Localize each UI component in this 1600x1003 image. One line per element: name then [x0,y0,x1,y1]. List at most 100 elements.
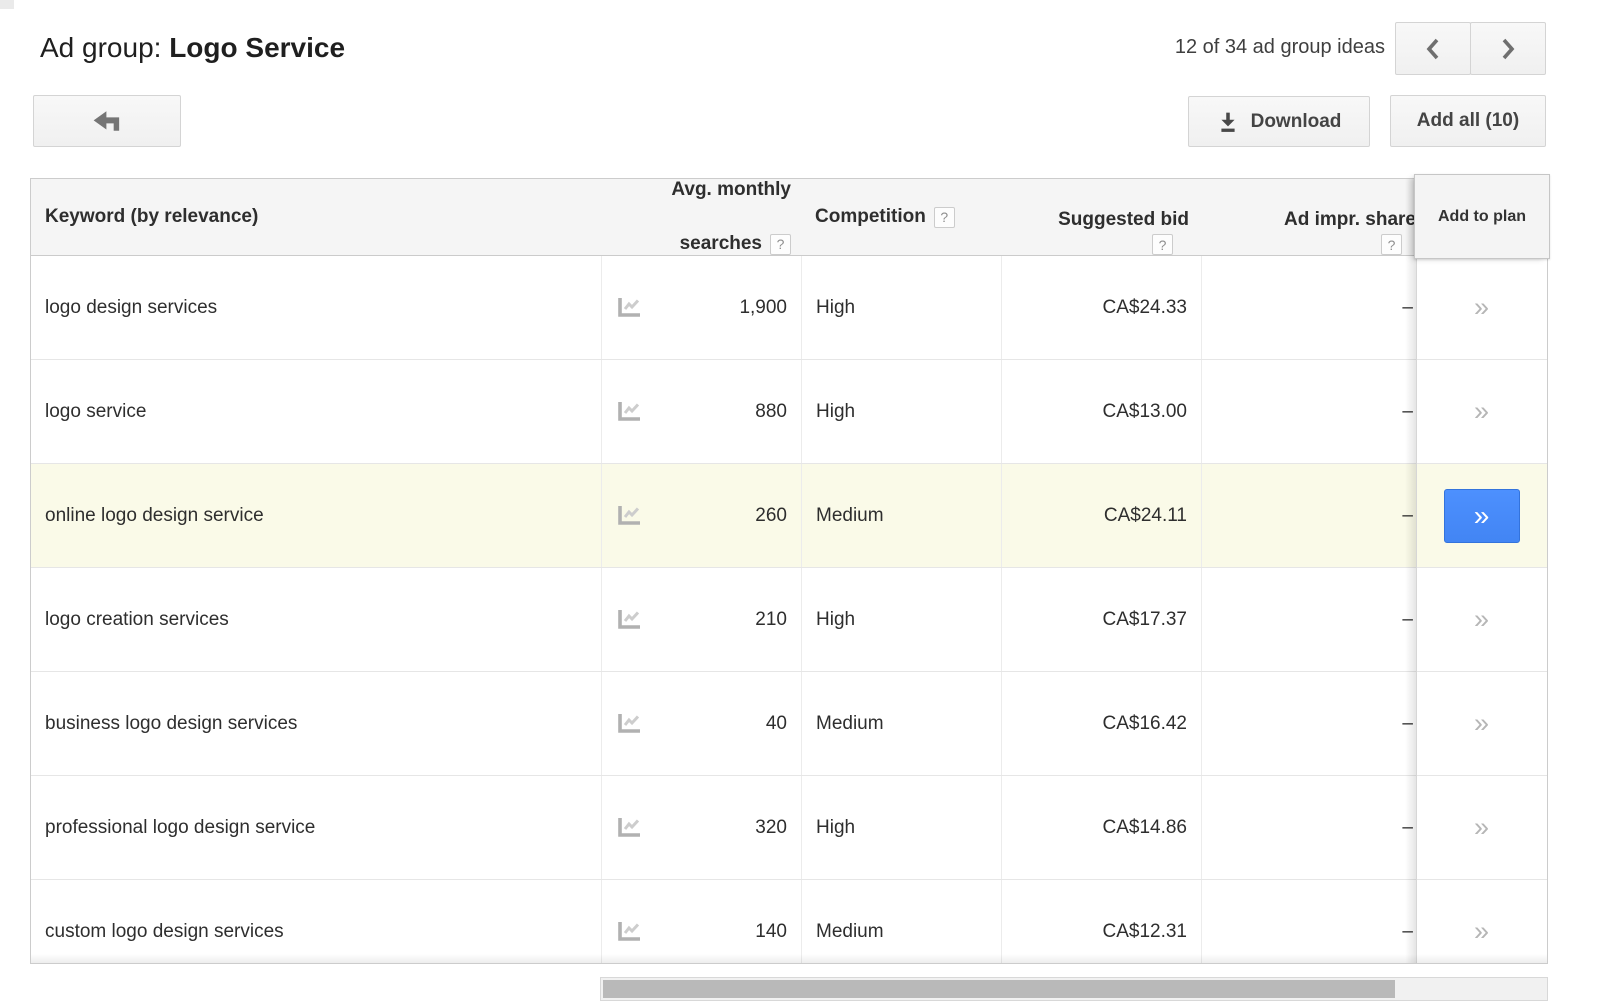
window-corner-fragment [0,0,14,9]
add-keyword-to-plan-button[interactable]: » [1473,708,1490,738]
next-ad-group-button[interactable] [1470,22,1546,75]
avg-monthly-line2: searches [679,233,762,254]
competition-cell: High [801,776,1001,879]
help-icon[interactable]: ? [1152,234,1173,255]
competition-cell: High [801,568,1001,671]
search-trend-chart-icon[interactable] [616,296,643,319]
table-row: logo design services 1,900 High CA$24.33 – » [31,256,1547,360]
ad-impr-share-value: – [1402,920,1413,942]
competition-cell: Medium [801,464,1001,567]
table-body: logo design services 1,900 High CA$24.33–» l… [31,256,1547,963]
add-to-plan-cell: » [1416,776,1547,879]
help-icon[interactable]: ? [933,206,955,228]
suggested-bid-cell: CA$16.42 [1001,672,1201,775]
keyword-text: logo service [45,400,147,422]
add-keyword-to-plan-button[interactable]: » [1473,292,1490,322]
keyword-cell: custom logo design services [31,880,601,963]
ad-impr-share-cell: – [1201,568,1416,671]
search-trend-chart-icon[interactable] [616,712,643,735]
table-row: logo service 880 High CA$13.00 – » [31,360,1547,464]
horizontal-scrollbar[interactable] [600,977,1548,1001]
download-icon [1217,111,1239,133]
keyword-text: custom logo design services [45,920,284,942]
ad-impr-share-value: – [1402,400,1413,422]
suggested-bid-value: CA$12.31 [1102,920,1187,942]
ad-impr-share-value: – [1402,504,1413,526]
search-trend-chart-icon[interactable] [616,504,643,527]
suggested-bid-value: CA$17.37 [1102,608,1187,630]
chevron-left-icon [1424,37,1442,61]
double-chevron-right-icon: » [1473,499,1490,531]
competition-value: Medium [816,504,884,526]
search-trend-chart-icon[interactable] [616,608,643,631]
avg-monthly-searches-cell: 140 [601,880,801,963]
previous-ad-group-button[interactable] [1395,22,1471,75]
keyword-cell: online logo design service [31,464,601,567]
search-trend-chart-icon[interactable] [616,816,643,839]
suggested-bid-cell: CA$12.31 [1001,880,1201,963]
keyword-cell: logo design services [31,256,601,359]
avg-monthly-searches-cell: 260 [601,464,801,567]
add-to-plan-cell: » [1416,256,1547,359]
ad-impr-share-value: – [1402,608,1413,630]
horizontal-scrollbar-thumb[interactable] [603,980,1395,998]
avg-monthly-searches-cell: 210 [601,568,801,671]
column-header-avg-monthly-searches: Avg. monthly searches ? [601,179,801,255]
avg-monthly-line1: Avg. monthly [671,179,791,200]
suggested-bid-header-label: Suggested bid [1058,209,1189,230]
ad-group-pager-text: 12 of 34 ad group ideas [1174,36,1385,58]
ad-impr-share-value: – [1402,816,1413,838]
add-to-plan-cell: » [1416,360,1547,463]
page-title-prefix: Ad group: [40,32,170,63]
ad-impr-share-value: – [1402,712,1413,734]
keyword-cell: logo service [31,360,601,463]
help-icon[interactable]: ? [1381,234,1402,255]
add-to-plan-cell: » [1416,880,1547,963]
table-row: custom logo design services 140 Medium CA$1… [31,880,1547,963]
keyword-text: logo design services [45,296,218,318]
column-header-competition: Competition ? [801,179,1001,255]
competition-value: High [816,608,856,630]
ad-impr-share-cell: – [1201,360,1416,463]
suggested-bid-cell: CA$13.00 [1001,360,1201,463]
search-trend-chart-icon[interactable] [616,920,643,943]
column-header-suggested-bid: Suggested bid ? [1001,179,1201,255]
add-keyword-to-plan-button[interactable]: » [1473,916,1490,946]
keyword-cell: logo creation services [31,568,601,671]
competition-cell: Medium [801,880,1001,963]
ad-impr-share-cell: – [1201,880,1416,963]
suggested-bid-cell: CA$24.11 [1001,464,1201,567]
add-to-plan-cell: » [1416,568,1547,671]
download-button[interactable]: Download [1188,96,1370,147]
help-icon[interactable]: ? [770,233,791,255]
table-header-row: Keyword (by relevance) Avg. monthly sear… [31,179,1547,256]
add-keyword-to-plan-button[interactable]: » [1473,604,1490,634]
keyword-text: business logo design services [45,712,298,734]
ad-group-name: Logo Service [169,32,346,63]
add-keyword-to-plan-button[interactable]: » [1473,812,1490,842]
column-header-keyword-label: Keyword (by relevance) [45,206,259,227]
back-button[interactable] [33,95,181,147]
search-trend-chart-icon[interactable] [616,400,643,423]
download-button-label: Download [1250,110,1342,132]
suggested-bid-cell: CA$14.86 [1001,776,1201,879]
keyword-cell: professional logo design service [31,776,601,879]
add-all-button-label: Add all (10) [1416,110,1520,131]
add-keyword-to-plan-button[interactable]: » [1443,488,1520,543]
add-keyword-to-plan-button[interactable]: » [1473,396,1490,426]
keyword-cell: business logo design services [31,672,601,775]
table-row: online logo design service 260 Medium CA$24… [31,464,1547,568]
ad-impr-share-header-label: Ad impr. share [1284,209,1416,230]
avg-monthly-searches-value: 260 [755,504,787,526]
add-all-button[interactable]: Add all (10) [1390,95,1546,147]
avg-monthly-searches-value: 880 [755,400,787,422]
add-to-plan-header-label: Add to plan [1438,207,1526,225]
ad-impr-share-cell: – [1201,464,1416,567]
competition-cell: High [801,256,1001,359]
avg-monthly-searches-cell: 40 [601,672,801,775]
avg-monthly-searches-cell: 1,900 [601,256,801,359]
competition-value: Medium [816,712,884,734]
keyword-text: online logo design service [45,504,264,526]
avg-monthly-searches-value: 210 [755,608,787,630]
competition-value: Medium [816,920,884,942]
